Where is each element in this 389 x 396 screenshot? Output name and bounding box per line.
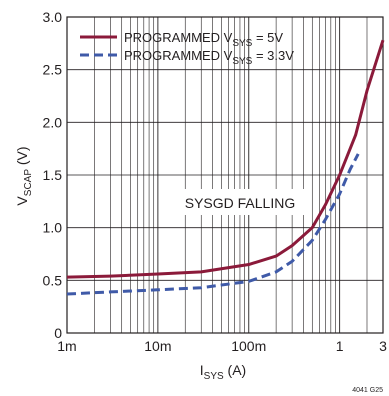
y-tick-label: 1.5 [43, 167, 63, 183]
x-tick-label: 10m [144, 338, 171, 354]
plot-frame [66, 16, 384, 334]
x-axis-title: ISYS (A) [200, 362, 246, 382]
y-tick-label: 2.0 [43, 114, 63, 130]
y-tick-label: 0.5 [43, 272, 63, 288]
annotation-background [176, 189, 304, 215]
plot-border [66, 16, 384, 334]
series-line-0 [66, 39, 385, 279]
x-tick-label: 1 [336, 338, 344, 354]
legend-label-3v3: PROGRAMMED VSYS = 3.3V [124, 48, 294, 67]
x-tick-label: 3 [379, 338, 387, 354]
y-tick-label: 0 [54, 325, 62, 341]
x-tick-label: 1m [57, 338, 76, 354]
legend-label-5v: PROGRAMMED VSYS = 5V [124, 30, 283, 49]
grid [67, 17, 383, 333]
legend-background [72, 18, 342, 70]
x-tick-label: 100m [231, 338, 266, 354]
y-tick-label: 1.0 [43, 220, 63, 236]
annotation: SYSGD FALLING [176, 189, 304, 215]
annotation-text: SYSGD FALLING [185, 195, 295, 211]
figure-id: 4041 G25 [352, 387, 383, 394]
y-tick-label: 3.0 [43, 9, 63, 25]
y-axis-title: VSCAP (V) [14, 146, 34, 205]
y-tick-label: 2.5 [43, 62, 63, 78]
tick-labels: 0 0.5 1.0 1.5 2.0 2.5 3.0 1m 10m 100m 1 3 [43, 9, 388, 354]
data-series [66, 39, 385, 296]
legend: PROGRAMMED VSYS = 5V PROGRAMMED VSYS = 3… [80, 30, 294, 67]
